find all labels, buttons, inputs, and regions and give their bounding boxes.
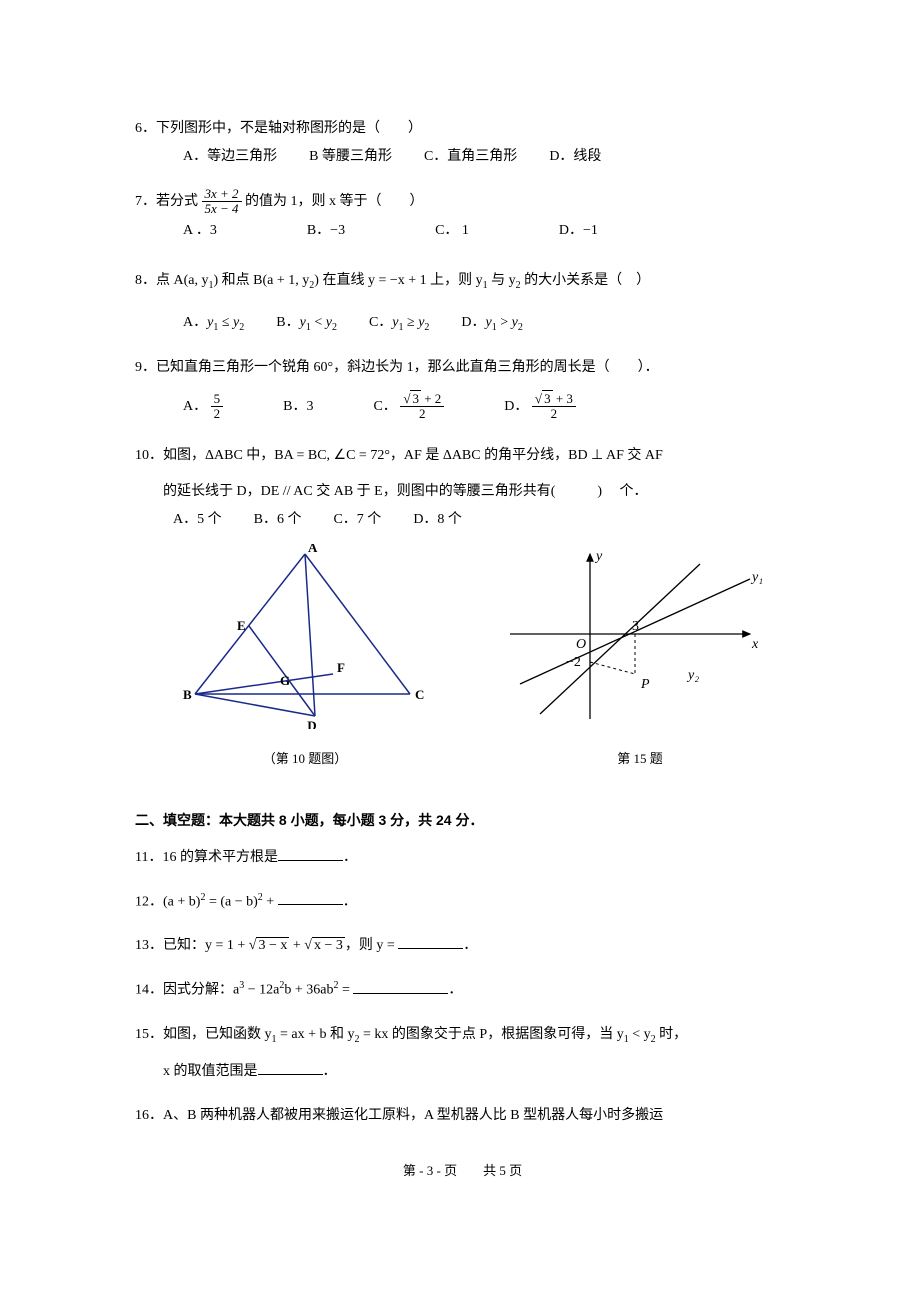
blank-13 <box>398 934 463 949</box>
svg-text:O: O <box>576 637 586 652</box>
question-8: 8．点 A(a, y1) 和点 B(a + 1, y2) 在直线 y = −x … <box>135 267 790 339</box>
fig10-svg: A B C D E F G <box>175 544 435 729</box>
q7-opt-d: D．−1 <box>559 217 598 245</box>
q10-text1: 10．如图，ΔABC 中，BA = BC, ∠C = 72°，AF 是 ΔABC… <box>135 442 790 470</box>
question-16: 16．A、B 两种机器人都被用来搬运化工原料，A 型机器人比 B 型机器人每小时… <box>135 1102 790 1130</box>
svg-text:C: C <box>415 687 424 702</box>
q6-opt-a: A．等边三角形 <box>183 143 277 171</box>
question-13: 13．已知：y = 1 + √3 − x + √x − 3，则 y = ． <box>135 932 790 960</box>
fig15-caption: 第 15 题 <box>500 746 780 772</box>
question-10: 10．如图，ΔABC 中，BA = BC, ∠C = 72°，AF 是 ΔABC… <box>135 442 790 772</box>
q10-opt-b: B．6 个 <box>254 506 302 534</box>
svg-text:−2: −2 <box>566 655 581 670</box>
q7-options: A ．3 B．−3 C． 1 D．−1 <box>135 217 790 245</box>
question-9: 9．已知直角三角形一个锐角 60°，斜边长为 1，那么此直角三角形的周长是（ ）… <box>135 354 790 422</box>
question-14: 14．因式分解：a3 − 12a2b + 36ab2 = ． <box>135 976 790 1005</box>
q9-opt-c: C． √3 + 22 <box>373 392 444 422</box>
q9-text: 9．已知直角三角形一个锐角 60°，斜边长为 1，那么此直角三角形的周长是（ ）… <box>135 354 790 382</box>
q7-text: 7．若分式 3x + 2 5x − 4 的值为 1，则 x 等于（ ） <box>135 187 790 217</box>
section-2-title: 二、填空题：本大题共 8 小题，每小题 3 分，共 24 分． <box>135 810 790 830</box>
q9-opt-b: B．3 <box>283 393 313 421</box>
figures-row: A B C D E F G （第 10 题图） y x O 3 −2 Py₁ y₂ 第 15 题 <box>175 544 780 772</box>
q9-opt-a: A． 52 <box>183 392 223 422</box>
q8-options: A．y1 ≤ y2 B．y1 < y2 C．y1 ≥ y2 D．y1 > y2 <box>135 309 790 338</box>
q10-options: A．5 个 B．6 个 C．7 个 D．8 个 <box>135 506 790 534</box>
svg-text:F: F <box>337 660 345 675</box>
q6-opt-d: D．线段 <box>549 143 601 171</box>
fig15-svg: y x O 3 −2 Py₁ y₂ <box>500 544 780 729</box>
q9-opt-d: D． √3 + 32 <box>504 392 576 422</box>
q7-opt-a: A ．3 <box>183 217 217 245</box>
q8-opt-d: D．y1 > y2 <box>461 309 522 338</box>
q7-fraction: 3x + 2 5x − 4 <box>202 187 242 217</box>
q6-options: A．等边三角形 B 等腰三角形 C．直角三角形 D．线段 <box>135 143 790 171</box>
blank-15 <box>258 1060 323 1075</box>
q10-opt-c: C．7 个 <box>333 506 381 534</box>
svg-text:G: G <box>280 673 290 688</box>
svg-text:x: x <box>751 637 759 652</box>
q6-opt-c: C．直角三角形 <box>424 143 517 171</box>
svg-text:y: y <box>594 549 603 564</box>
svg-text:B: B <box>183 687 192 702</box>
q10-text2: 的延长线于 D，DE // AC 交 AB 于 E，则图中的等腰三角形共有( )… <box>135 478 790 506</box>
svg-text:y₂: y₂ <box>686 668 699 683</box>
page-footer: 第 - 3 - 页 共 5 页 <box>135 1160 790 1179</box>
figure-15: y x O 3 −2 Py₁ y₂ 第 15 题 <box>500 544 780 772</box>
svg-text:y₁: y₁ <box>750 570 763 585</box>
q10-opt-a: A．5 个 <box>173 506 222 534</box>
blank-11 <box>278 846 343 861</box>
q8-opt-c: C．y1 ≥ y2 <box>369 309 429 338</box>
svg-text:E: E <box>237 618 246 633</box>
fig10-caption: （第 10 题图） <box>175 746 435 772</box>
q8-opt-a: A．y1 ≤ y2 <box>183 309 244 338</box>
q6-text: 6．下列图形中，不是轴对称图形的是（ ） <box>135 115 790 143</box>
q7-opt-b: B．−3 <box>307 217 345 245</box>
question-12: 12．(a + b)2 = (a − b)2 + ． <box>135 888 790 917</box>
question-11: 11．16 的算术平方根是． <box>135 844 790 872</box>
figure-10: A B C D E F G （第 10 题图） <box>175 544 435 772</box>
question-15: 15．如图，已知函数 y1 = ax + b 和 y2 = kx 的图象交于点 … <box>135 1021 790 1086</box>
q8-opt-b: B．y1 < y2 <box>276 309 337 338</box>
blank-12 <box>278 890 343 905</box>
q8-text: 8．点 A(a, y1) 和点 B(a + 1, y2) 在直线 y = −x … <box>135 267 790 296</box>
q10-opt-d: D．8 个 <box>413 506 462 534</box>
question-7: 7．若分式 3x + 2 5x − 4 的值为 1，则 x 等于（ ） A ．3… <box>135 187 790 245</box>
question-6: 6．下列图形中，不是轴对称图形的是（ ） A．等边三角形 B 等腰三角形 C．直… <box>135 115 790 171</box>
svg-text:3: 3 <box>632 619 639 634</box>
q7-opt-c: C． 1 <box>435 217 469 245</box>
q6-opt-b: B 等腰三角形 <box>309 143 392 171</box>
svg-text:A: A <box>308 544 318 555</box>
blank-14 <box>353 979 448 994</box>
svg-text:D: D <box>307 718 316 729</box>
svg-text:P: P <box>640 677 650 692</box>
q9-options: A． 52 B．3 C． √3 + 22 D． √3 + 32 <box>135 392 790 422</box>
